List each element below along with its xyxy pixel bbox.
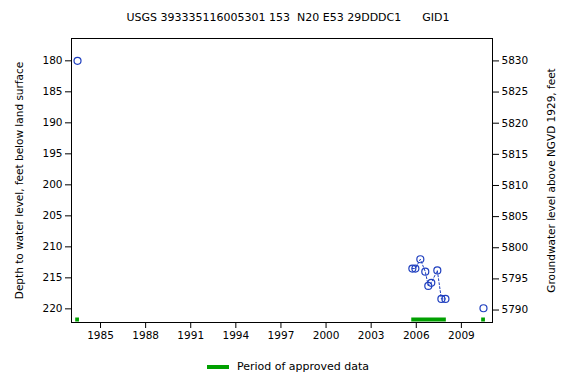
svg-text:210: 210 — [42, 240, 62, 252]
svg-text:1994: 1994 — [222, 329, 249, 341]
svg-text:215: 215 — [42, 271, 62, 283]
svg-text:5815: 5815 — [502, 148, 529, 160]
svg-text:Groundwater level above NGVD 1: Groundwater level above NGVD 1929, feet — [545, 68, 557, 292]
svg-text:190: 190 — [42, 116, 62, 128]
svg-text:5825: 5825 — [502, 85, 529, 97]
svg-text:5805: 5805 — [502, 210, 529, 222]
svg-text:205: 205 — [42, 209, 62, 221]
svg-text:5800: 5800 — [502, 241, 529, 253]
svg-text:5810: 5810 — [502, 179, 529, 191]
svg-text:5795: 5795 — [502, 272, 529, 284]
html-text:Period of approved data: Period of approved data — [236, 360, 370, 373]
svg-text:2003: 2003 — [358, 329, 385, 341]
svg-text:2009: 2009 — [448, 329, 475, 341]
svg-text:1988: 1988 — [132, 329, 159, 341]
html-text:USGS 393335116005301 153 N20 E: USGS 393335116005301 153 N20 E53 29DDDC1… — [126, 11, 450, 24]
svg-text:180: 180 — [42, 54, 62, 66]
svg-text:5830: 5830 — [502, 54, 529, 66]
svg-text:220: 220 — [42, 302, 62, 314]
svg-text:5790: 5790 — [502, 303, 529, 315]
svg-text:Depth to water level, feet bel: Depth to water level, feet below land su… — [13, 62, 25, 299]
svg-text:5820: 5820 — [502, 117, 529, 129]
svg-text:1985: 1985 — [87, 329, 114, 341]
svg-text:2000: 2000 — [313, 329, 340, 341]
svg-text:185: 185 — [42, 85, 62, 97]
svg-text:2006: 2006 — [403, 329, 430, 341]
svg-text:195: 195 — [42, 147, 62, 159]
svg-text:1997: 1997 — [268, 329, 295, 341]
svg-text:1991: 1991 — [177, 329, 204, 341]
svg-text:200: 200 — [42, 178, 62, 190]
